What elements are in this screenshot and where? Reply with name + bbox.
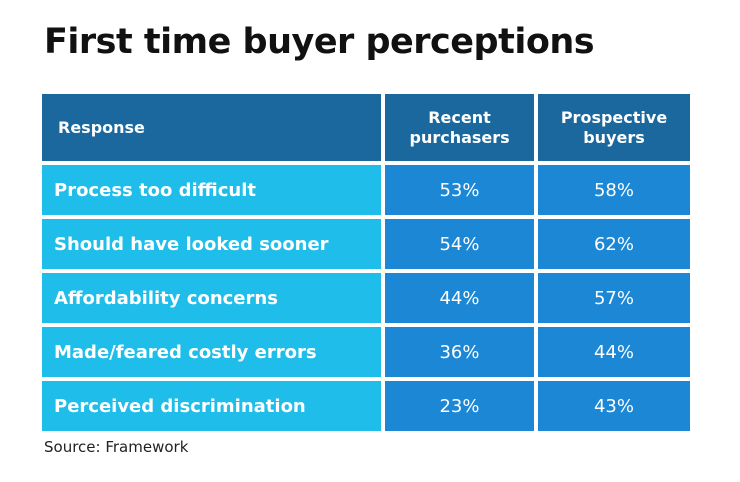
- column-header-recent-label: Recent purchasers: [409, 107, 510, 147]
- row-label: Process too difficult: [42, 165, 381, 215]
- prospective-value: 58%: [538, 165, 690, 215]
- header-row: Response Recent purchasers Prospective b…: [42, 94, 690, 161]
- column-header-recent: Recent purchasers: [385, 94, 534, 161]
- recent-value: 53%: [385, 165, 534, 215]
- table-row: Affordability concerns 44% 57%: [42, 273, 690, 323]
- prospective-value: 44%: [538, 327, 690, 377]
- row-label: Perceived discrimination: [42, 381, 381, 431]
- recent-value: 54%: [385, 219, 534, 269]
- prospective-value: 62%: [538, 219, 690, 269]
- prospective-value: 43%: [538, 381, 690, 431]
- column-header-prospective: Prospective buyers: [538, 94, 690, 161]
- row-label: Made/feared costly errors: [42, 327, 381, 377]
- source-note: Source: Framework: [44, 438, 189, 456]
- recent-value: 23%: [385, 381, 534, 431]
- column-header-response: Response: [42, 94, 381, 161]
- chart-title: First time buyer perceptions: [44, 22, 595, 62]
- prospective-value: 57%: [538, 273, 690, 323]
- table-row: Made/feared costly errors 36% 44%: [42, 327, 690, 377]
- table-row: Should have looked sooner 54% 62%: [42, 219, 690, 269]
- row-label: Affordability concerns: [42, 273, 381, 323]
- column-header-prospective-label: Prospective buyers: [560, 107, 668, 147]
- recent-value: 44%: [385, 273, 534, 323]
- table-row: Perceived discrimination 23% 43%: [42, 381, 690, 431]
- table-row: Process too difficult 53% 58%: [42, 165, 690, 215]
- recent-value: 36%: [385, 327, 534, 377]
- row-label: Should have looked sooner: [42, 219, 381, 269]
- perceptions-table: Response Recent purchasers Prospective b…: [38, 90, 694, 435]
